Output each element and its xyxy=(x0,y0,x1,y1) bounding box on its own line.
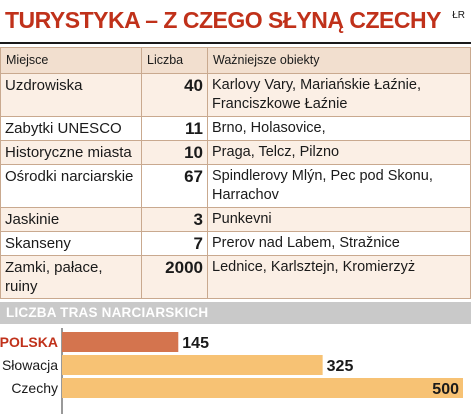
cell-objects: Praga, Telcz, Pilzno xyxy=(207,140,471,165)
table-row: Uzdrowiska 40 Karlovy Vary, Mariańskie Ł… xyxy=(0,73,471,117)
bar-polska xyxy=(62,332,179,352)
column-header-objects: Ważniejsze obiekty xyxy=(207,47,471,74)
cell-place: Ośrodki narciarskie xyxy=(0,164,142,208)
ski-chart-header: LICZBA TRAS NARCIARSKICH xyxy=(0,302,471,324)
cell-objects: Brno, Holasovice, xyxy=(207,116,471,141)
table-row: Ośrodki narciarskie 67 Spindlerovy Mlýn,… xyxy=(0,164,471,208)
ski-routes-chart: POLSKA 145 Słowacja 325 Czechy 500 xyxy=(0,324,471,418)
table-header-row: Miejsce Liczba Ważniejsze obiekty xyxy=(0,47,471,74)
source-credit: ŁR xyxy=(452,10,465,21)
table-row: Zabytki UNESCO 11 Brno, Holasovice, xyxy=(0,116,471,141)
cell-objects: Lednice, Karlsztejn, Kromierzyż xyxy=(207,255,471,299)
cell-place: Historyczne miasta xyxy=(0,140,142,165)
attractions-table: Miejsce Liczba Ważniejsze obiekty Uzdrow… xyxy=(0,47,471,299)
bar-czechy xyxy=(62,378,463,398)
table-row: Zamki, pałace, ruiny 2000 Lednice, Karls… xyxy=(0,255,471,299)
cell-objects: Karlovy Vary, Mariańskie Łaźnie, Francis… xyxy=(207,73,471,117)
ski-chart-title: LICZBA TRAS NARCIARSKICH xyxy=(6,305,209,320)
column-header-place: Miejsce xyxy=(0,47,142,74)
cell-count: 10 xyxy=(141,140,208,165)
category-label: Słowacja xyxy=(2,357,58,373)
ski-routes-chart-svg: POLSKA 145 Słowacja 325 Czechy 500 xyxy=(0,328,463,414)
cell-objects: Prerov nad Labem, Stražnice xyxy=(207,231,471,256)
data-label: 145 xyxy=(182,335,209,352)
cell-place: Zamki, pałace, ruiny xyxy=(0,255,142,299)
cell-count: 3 xyxy=(141,207,208,232)
cell-count: 67 xyxy=(141,164,208,208)
cell-place: Skanseny xyxy=(0,231,142,256)
cell-count: 7 xyxy=(141,231,208,256)
category-label: POLSKA xyxy=(0,334,58,350)
bar-słowacja xyxy=(62,355,323,375)
table-row: Historyczne miasta 10 Praga, Telcz, Pilz… xyxy=(0,140,471,165)
title-bar: TURYSTYKA – Z CZEGO SŁYNĄ CZECHY ŁR xyxy=(0,0,471,44)
cell-count: 40 xyxy=(141,73,208,117)
column-header-count: Liczba xyxy=(141,47,208,74)
data-label: 325 xyxy=(327,358,354,375)
cell-place: Uzdrowiska xyxy=(0,73,142,117)
category-label: Czechy xyxy=(11,380,58,396)
cell-place: Jaskinie xyxy=(0,207,142,232)
data-label: 500 xyxy=(432,381,459,398)
cell-objects: Spindlerovy Mlýn, Pec pod Skonu, Harrach… xyxy=(207,164,471,208)
table-row: Jaskinie 3 Punkevni xyxy=(0,207,471,232)
page-title: TURYSTYKA – Z CZEGO SŁYNĄ CZECHY xyxy=(5,7,441,33)
cell-place: Zabytki UNESCO xyxy=(0,116,142,141)
table-row: Skanseny 7 Prerov nad Labem, Stražnice xyxy=(0,231,471,256)
cell-objects: Punkevni xyxy=(207,207,471,232)
cell-count: 2000 xyxy=(141,255,208,299)
cell-count: 11 xyxy=(141,116,208,141)
